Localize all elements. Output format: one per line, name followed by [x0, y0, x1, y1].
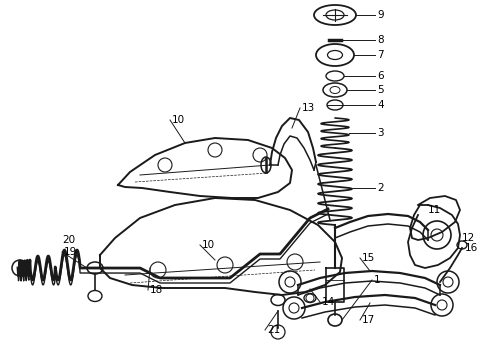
Text: 6: 6 [377, 71, 384, 81]
Text: 5: 5 [377, 85, 384, 95]
Text: 1: 1 [374, 275, 381, 285]
Text: 8: 8 [377, 35, 384, 45]
Text: 21: 21 [267, 325, 280, 335]
Text: 10: 10 [202, 240, 215, 250]
Text: 2: 2 [377, 183, 384, 193]
Text: 17: 17 [362, 315, 375, 325]
Text: 13: 13 [302, 103, 315, 113]
Text: 11: 11 [428, 205, 441, 215]
Text: 4: 4 [377, 100, 384, 110]
Text: 3: 3 [377, 128, 384, 138]
Text: 16: 16 [465, 243, 478, 253]
Text: 15: 15 [362, 253, 375, 263]
Text: 10: 10 [172, 115, 185, 125]
Text: 14: 14 [322, 297, 335, 307]
Text: 7: 7 [377, 50, 384, 60]
Text: 19: 19 [64, 247, 77, 257]
Text: 9: 9 [377, 10, 384, 20]
Text: 18: 18 [150, 285, 163, 295]
Text: 20: 20 [62, 235, 75, 245]
Text: 12: 12 [462, 233, 475, 243]
